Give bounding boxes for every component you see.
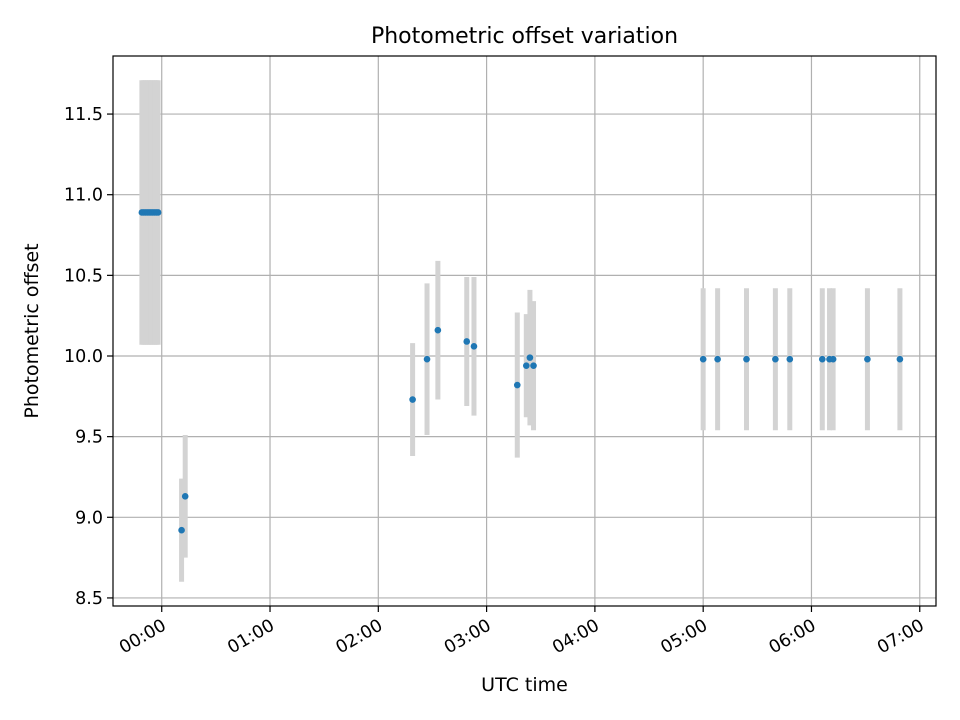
data-point <box>772 355 779 363</box>
data-point <box>470 343 478 350</box>
x-tick-label: 00:00 <box>116 616 170 659</box>
data-point <box>530 362 537 369</box>
y-tick-label: 10.5 <box>64 266 103 286</box>
data-point <box>463 338 471 345</box>
data-point <box>423 355 431 363</box>
x-tick-label: 01:00 <box>224 616 278 659</box>
data-point <box>523 362 530 369</box>
x-tick-label: 07:00 <box>874 616 928 659</box>
y-tick-label: 8.5 <box>75 589 103 609</box>
data-point <box>896 355 904 363</box>
x-tick-label: 04:00 <box>549 616 603 659</box>
data-points <box>138 209 904 534</box>
y-axis-label: Photometric offset <box>21 243 43 418</box>
data-point <box>786 355 794 363</box>
y-tick-label: 9.5 <box>75 428 103 448</box>
y-tick-label: 11.5 <box>64 105 103 125</box>
x-axis-ticks: 00:00 01:00 02:00 03:00 04:00 05:00 06:00 07:00 <box>116 606 928 658</box>
data-point <box>154 209 162 216</box>
data-point <box>743 355 750 363</box>
data-point <box>434 326 442 334</box>
data-point <box>829 355 837 363</box>
y-tick-label: 11.0 <box>64 186 103 206</box>
data-point <box>181 493 189 500</box>
chart-title: Photometric offset variation <box>371 24 678 49</box>
error-bars <box>139 80 903 582</box>
x-axis-label: UTC time <box>481 674 568 696</box>
data-point <box>699 355 707 363</box>
x-tick-label: 02:00 <box>333 616 387 659</box>
data-point <box>526 354 534 361</box>
data-point <box>818 355 826 363</box>
plot-frame <box>112 55 937 607</box>
data-point <box>714 355 721 363</box>
data-point <box>409 396 416 403</box>
data-point <box>178 526 185 534</box>
x-tick-label: 06:00 <box>766 616 820 659</box>
y-tick-label: 10.0 <box>64 347 103 367</box>
y-axis-ticks: 8.5 9.0 9.5 10.0 10.5 11.0 11.5 <box>64 105 113 609</box>
x-tick-label: 05:00 <box>658 616 712 659</box>
data-point <box>513 381 521 389</box>
y-tick-label: 9.0 <box>75 508 103 528</box>
x-tick-label: 03:00 <box>441 616 495 659</box>
data-point <box>864 355 871 363</box>
